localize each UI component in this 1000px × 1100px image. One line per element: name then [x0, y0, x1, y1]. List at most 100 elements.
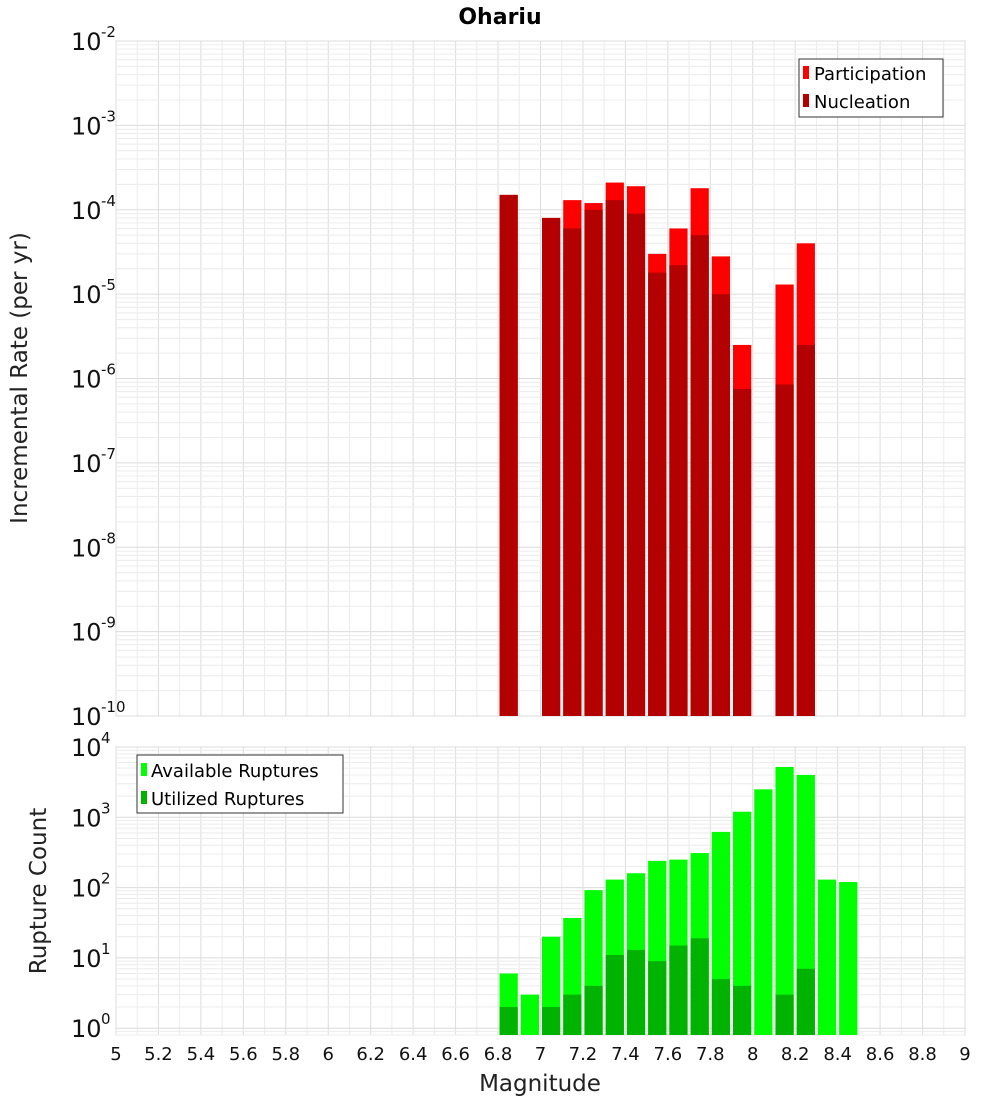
y-tick-label: 10 [71, 197, 102, 225]
x-tick-label: 6.6 [441, 1044, 470, 1065]
x-tick-label: 6.8 [484, 1044, 513, 1065]
y-tick-exponent: -7 [101, 445, 116, 463]
nucleation-bar [584, 209, 603, 716]
bottom-y-axis-label: Rupture Count [26, 808, 52, 974]
available-ruptures-bar [839, 882, 858, 1035]
nucleation-bar [669, 265, 688, 716]
x-tick-label: 7.8 [696, 1044, 725, 1065]
x-tick-label: 7.6 [654, 1044, 683, 1065]
y-tick-exponent: 0 [101, 1010, 111, 1028]
x-axis-label: Magnitude [479, 1071, 601, 1097]
legend-swatch-utilized-ruptures [141, 791, 147, 804]
y-tick-exponent: -2 [101, 23, 116, 41]
y-tick-exponent: -5 [101, 276, 116, 294]
legend-label-utilized-ruptures: Utilized Ruptures [151, 789, 304, 810]
x-tick-label: 6 [323, 1044, 334, 1065]
utilized-ruptures-bar [542, 1007, 561, 1035]
legend-swatch-participation [803, 66, 809, 79]
y-tick-exponent: -9 [101, 614, 116, 632]
utilized-ruptures-bar [796, 968, 815, 1035]
y-tick-label: 10 [71, 28, 102, 56]
x-tick-label: 8.8 [908, 1044, 937, 1065]
x-tick-label: 8.6 [866, 1044, 895, 1065]
y-tick-exponent: 4 [101, 729, 111, 747]
y-tick-label: 10 [71, 281, 102, 309]
x-tick-label: 7.4 [611, 1044, 640, 1065]
nucleation-bar [542, 217, 561, 716]
top-y-ticks: 10-210-310-410-510-610-710-810-910-10 [71, 23, 126, 731]
y-tick-label: 10 [71, 534, 102, 562]
x-tick-label: 8.2 [781, 1044, 810, 1065]
utilized-ruptures-bar [733, 985, 752, 1035]
legend-label-nucleation: Nucleation [814, 92, 910, 113]
x-tick-label: 5.6 [229, 1044, 258, 1065]
y-tick-exponent: -8 [101, 529, 116, 547]
y-tick-exponent: -10 [101, 698, 126, 716]
y-tick-label: 10 [71, 112, 102, 140]
y-tick-label: 10 [71, 945, 102, 973]
top-legend: Participation Nucleation [798, 58, 944, 118]
nucleation-bar [733, 389, 752, 716]
utilized-ruptures-bar [775, 994, 794, 1035]
legend-label-available-ruptures: Available Ruptures [151, 761, 319, 782]
nucleation-bar [648, 272, 667, 716]
utilized-ruptures-bar [711, 979, 731, 1035]
utilized-ruptures-bar [499, 1007, 518, 1035]
utilized-ruptures-bar [669, 945, 688, 1035]
y-tick-label: 10 [71, 366, 102, 394]
legend-swatch-available-ruptures [141, 763, 147, 776]
utilized-ruptures-bar [563, 994, 582, 1035]
nucleation-bar [626, 213, 646, 717]
x-tick-label: 7.2 [569, 1044, 598, 1065]
utilized-ruptures-bar [690, 938, 709, 1035]
available-ruptures-bar [733, 811, 752, 1035]
x-ticks: 5 5.2 5.4 5.6 5.8 6 6.2 6.4 6.6 6.8 7 7.2 7.4 7.6 7.8 8… [110, 1044, 970, 1065]
nucleation-bar [796, 344, 815, 716]
y-tick-label: 10 [71, 804, 102, 832]
nucleation-bar [499, 194, 518, 716]
x-tick-label: 5.2 [144, 1044, 173, 1065]
x-tick-label: 5.4 [187, 1044, 216, 1065]
legend-swatch-nucleation [803, 94, 809, 107]
utilized-ruptures-bar [584, 985, 603, 1035]
legend-label-participation: Participation [814, 64, 926, 85]
y-tick-label: 10 [71, 875, 102, 903]
nucleation-bar [690, 235, 709, 716]
x-tick-label: 9 [959, 1044, 970, 1065]
bottom-legend: Available Ruptures Utilized Ruptures [136, 754, 344, 814]
utilized-ruptures-bar [605, 954, 624, 1035]
x-tick-label: 6.4 [399, 1044, 428, 1065]
x-tick-label: 7 [535, 1044, 546, 1065]
top-grid [115, 40, 966, 717]
available-ruptures-bar [817, 879, 837, 1035]
y-tick-label: 10 [71, 703, 102, 731]
y-tick-label: 10 [71, 619, 102, 647]
top-bars [499, 182, 815, 717]
nucleation-bar [775, 384, 794, 716]
utilized-ruptures-bar [648, 961, 667, 1035]
y-tick-exponent: 3 [101, 799, 111, 817]
x-tick-label: 6.2 [356, 1044, 385, 1065]
y-tick-exponent: -3 [101, 107, 116, 125]
top-y-axis-label: Incremental Rate (per yr) [7, 232, 33, 524]
nucleation-bar [711, 294, 731, 716]
utilized-ruptures-bar [626, 949, 646, 1035]
bottom-bars [499, 766, 858, 1035]
top-panel: 10-210-310-410-510-610-710-810-910-10 In… [7, 23, 966, 731]
y-tick-label: 10 [71, 450, 102, 478]
available-ruptures-bar [520, 994, 539, 1035]
nucleation-bar [563, 228, 582, 716]
y-tick-label: 10 [71, 734, 102, 762]
y-tick-exponent: -6 [101, 361, 116, 379]
x-tick-label: 5 [110, 1044, 121, 1065]
available-ruptures-bar [775, 766, 794, 1035]
y-tick-exponent: -4 [101, 192, 116, 210]
x-tick-label: 8.4 [823, 1044, 852, 1065]
chart-title: Ohariu [458, 5, 541, 30]
y-tick-exponent: 1 [101, 940, 111, 958]
nucleation-bar [605, 200, 624, 716]
available-ruptures-bar [754, 789, 773, 1035]
